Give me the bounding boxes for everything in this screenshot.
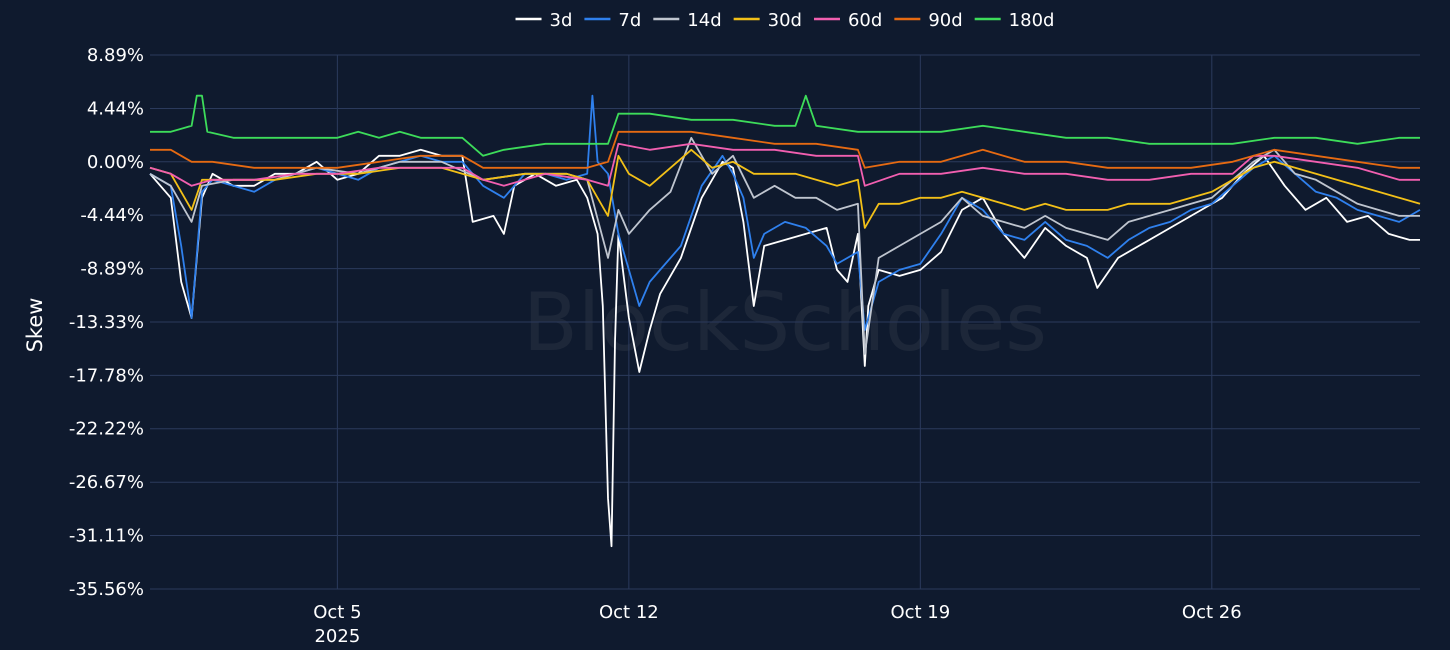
series-line-60d (149, 142, 1420, 187)
legend-label: 60d (848, 10, 882, 31)
y-tick-label: -26.67% (69, 472, 144, 493)
legend-label: 14d (687, 10, 721, 31)
y-tick-label: -22.22% (69, 419, 144, 440)
legend-item-60d[interactable]: 60d (813, 10, 882, 31)
legend-label: 30d (768, 10, 802, 31)
grid-lines (150, 54, 1420, 590)
y-tick-label: -17.78% (69, 365, 144, 386)
series-line-90d (150, 130, 1420, 169)
x-axis: Oct 5 2025 Oct 12 Oct 19 Oct 26 (313, 602, 1241, 647)
series-line-30d (149, 148, 1421, 229)
legend-item-7d[interactable]: 7d (584, 10, 641, 31)
y-tick-label: -31.11% (69, 526, 144, 547)
legend-item-30d[interactable]: 30d (733, 10, 802, 31)
y-axis: 8.89% 4.44% 0.00% -4.44% -8.89% -13.33% -17.78… (69, 45, 144, 600)
legend-label: 180d (1009, 10, 1055, 31)
legend-item-90d[interactable]: 90d (894, 10, 963, 31)
y-tick-label: -13.33% (69, 312, 144, 333)
y-axis-title: Skew (23, 298, 47, 353)
watermark-text: BlockScholes (523, 276, 1047, 369)
x-tick-sublabel: 2025 (314, 626, 360, 647)
legend-item-14d[interactable]: 14d (653, 10, 722, 31)
y-tick-label: 0.00% (87, 152, 144, 173)
y-tick-label: 4.44% (87, 98, 144, 119)
legend-label: 3d (550, 10, 573, 31)
legend[interactable]: 3d 7d 14d 30d 60d 90d 180d (515, 10, 1055, 31)
x-tick-label: Oct 12 (599, 602, 659, 623)
y-tick-label: -35.56% (69, 579, 144, 600)
x-tick-label: Oct 5 (313, 602, 361, 623)
series-line-7d (149, 94, 1421, 331)
x-tick-label: Oct 19 (890, 602, 950, 623)
legend-label: 7d (618, 10, 641, 31)
x-tick-label: Oct 26 (1182, 602, 1242, 623)
y-tick-label: 8.89% (87, 45, 144, 66)
y-tick-label: -8.89% (80, 259, 144, 280)
legend-item-3d[interactable]: 3d (515, 10, 573, 31)
y-tick-label: -4.44% (80, 205, 144, 226)
legend-label: 90d (928, 10, 962, 31)
legend-item-180d[interactable]: 180d (974, 10, 1055, 31)
series-line-180d (150, 94, 1420, 157)
series-lines (149, 94, 1421, 548)
series-line-3d (149, 148, 1420, 548)
